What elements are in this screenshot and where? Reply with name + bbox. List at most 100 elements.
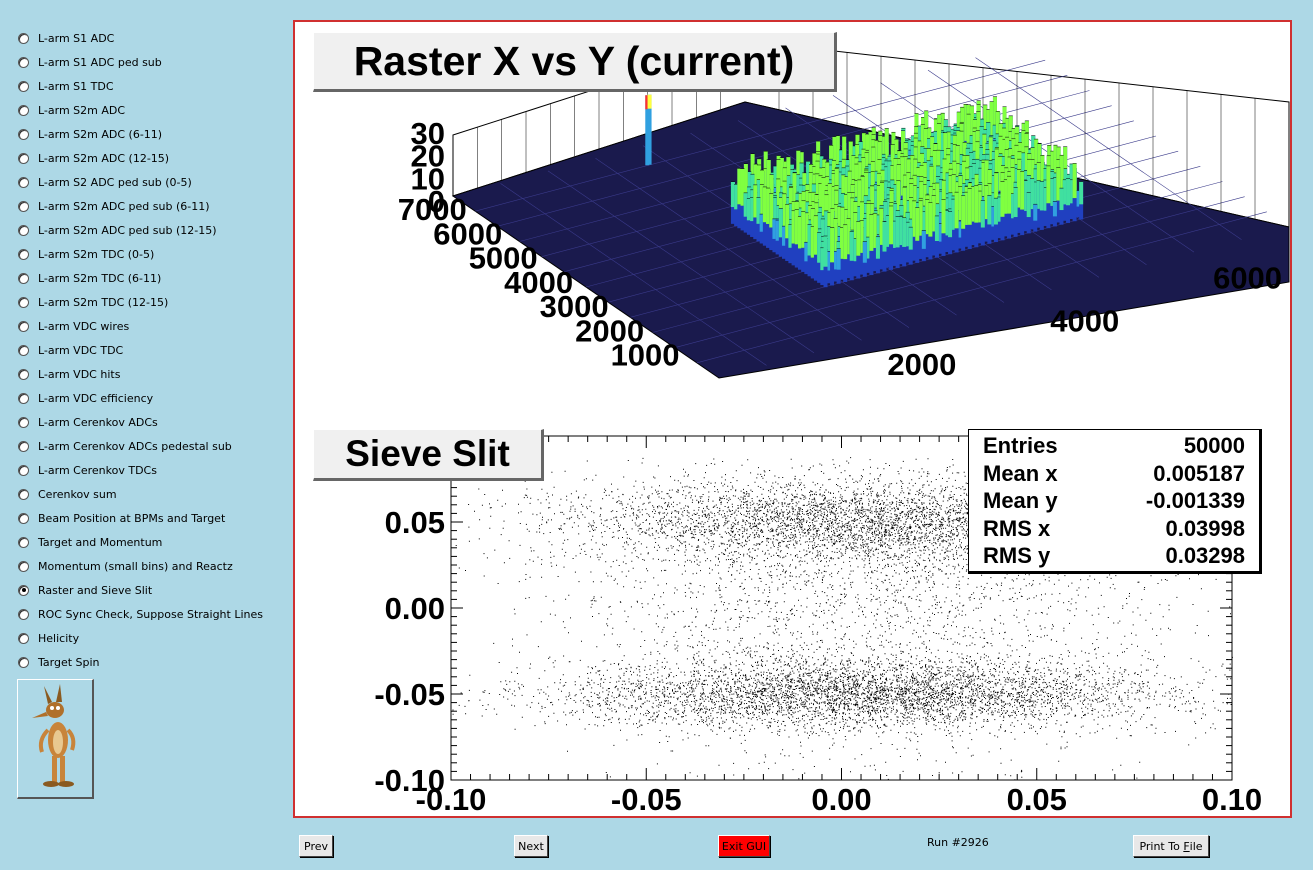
sidebar-item-11[interactable]: L-arm S2m TDC (12-15) (18, 292, 168, 312)
sidebar-item-5[interactable]: L-arm S2m ADC (12-15) (18, 148, 169, 168)
sidebar-item-20[interactable]: Beam Position at BPMs and Target (18, 508, 225, 528)
lego-z-tick: 20 (411, 139, 445, 174)
lego-bar (948, 211, 953, 255)
exit-gui-button[interactable]: Exit GUI (718, 835, 770, 857)
radio-button[interactable] (18, 608, 29, 620)
sidebar-item-25[interactable]: Helicity (18, 628, 79, 648)
lego-x-tick: 6000 (1213, 261, 1282, 296)
lego-z-tick: 0 (428, 184, 445, 219)
radio-button[interactable] (18, 200, 29, 212)
mascot-image[interactable] (17, 679, 94, 799)
lego-bar (1036, 180, 1041, 228)
stats-box[interactable]: Entries 50000 Mean x 0.005187 Mean y -0.00133… (968, 429, 1262, 574)
sidebar-item-22[interactable]: Momentum (small bins) and Reactz (18, 556, 233, 576)
root-canvas[interactable]: 1000 2000 3000 4000 5000 6000 7000 2000 4000 6000… (293, 20, 1292, 818)
radio-button[interactable] (18, 176, 29, 188)
lego-bar (931, 195, 936, 256)
radio-button[interactable] (18, 56, 29, 68)
lego-bar (882, 221, 887, 272)
sidebar-item-14[interactable]: L-arm VDC hits (18, 364, 120, 384)
lego-bar (1030, 178, 1035, 230)
sidebar-item-21[interactable]: Target and Momentum (18, 532, 162, 552)
sidebar-item-19[interactable]: Cerenkov sum (18, 484, 117, 504)
radio-button[interactable] (18, 392, 29, 404)
radio-button[interactable] (18, 656, 29, 668)
sidebar-item-4[interactable]: L-arm S2m ADC (6-11) (18, 124, 162, 144)
sidebar-item-12[interactable]: L-arm VDC wires (18, 316, 129, 336)
sidebar-item-24[interactable]: ROC Sync Check, Suppose Straight Lines (18, 604, 263, 624)
sidebar-item-label: L-arm VDC TDC (38, 343, 124, 357)
radio-button[interactable] (18, 224, 29, 236)
lego-bar-peak (645, 95, 650, 166)
radio-button[interactable] (18, 512, 29, 524)
sidebar-item-8[interactable]: L-arm S2m ADC ped sub (12-15) (18, 220, 217, 240)
sidebar-item-6[interactable]: L-arm S2 ADC ped sub (0-5) (18, 172, 192, 192)
sidebar-item-23[interactable]: Raster and Sieve Slit (18, 580, 152, 600)
lego-bar (879, 207, 884, 270)
lego-bar (974, 185, 979, 248)
sidebar-item-10[interactable]: L-arm S2m TDC (6-11) (18, 268, 161, 288)
lego-bar (1052, 201, 1057, 227)
radio-button[interactable] (18, 248, 29, 260)
radio-button[interactable] (18, 272, 29, 284)
sidebar-item-13[interactable]: L-arm VDC TDC (18, 340, 123, 360)
radio-button[interactable] (18, 632, 29, 644)
next-button[interactable]: Next (514, 835, 548, 857)
lego-bar (961, 195, 966, 251)
stats-row: Mean y -0.001339 (983, 487, 1245, 515)
radio-button[interactable] (18, 296, 29, 308)
radio-button[interactable] (18, 536, 29, 548)
stats-name: RMS x (983, 515, 1051, 541)
lego-bar (737, 168, 742, 229)
lego-bar (895, 216, 900, 269)
sidebar-item-label: Target and Momentum (38, 535, 163, 549)
radio-button[interactable] (18, 368, 29, 380)
sidebar-item-label: L-arm S2m TDC (12-15) (38, 295, 169, 309)
sidebar-item-15[interactable]: L-arm VDC efficiency (18, 388, 153, 408)
lego-bar (730, 181, 735, 224)
radio-button[interactable] (18, 440, 29, 452)
lego-bar (868, 131, 873, 194)
lego-bar (984, 185, 989, 242)
lego-bar (1023, 180, 1028, 232)
radio-button[interactable] (18, 320, 29, 332)
radio-button[interactable] (18, 584, 29, 596)
lego-bar (902, 217, 907, 267)
radio-button[interactable] (18, 80, 29, 92)
radio-button[interactable] (18, 560, 29, 572)
sidebar-item-7[interactable]: L-arm S2m ADC ped sub (6-11) (18, 196, 210, 216)
sidebar-item-0[interactable]: L-arm S1 ADC (18, 28, 114, 48)
stats-row: Entries 50000 (983, 432, 1245, 460)
lego-bar (875, 236, 880, 274)
sidebar-item-26[interactable]: Target Spin (18, 652, 100, 672)
lego-bar (753, 184, 758, 240)
sidebar-item-16[interactable]: L-arm Cerenkov ADCs (18, 412, 158, 432)
sidebar-item-1[interactable]: L-arm S1 ADC ped sub (18, 52, 162, 72)
sidebar-item-3[interactable]: L-arm S2m ADC (18, 100, 125, 120)
lego-bar (1000, 181, 1005, 241)
radio-button[interactable] (18, 32, 29, 44)
sidebar-item-18[interactable]: L-arm Cerenkov TDCs (18, 460, 157, 480)
lego-bar (1020, 171, 1025, 236)
radio-button[interactable] (18, 104, 29, 116)
lego-bar (769, 193, 774, 251)
lego-bar (1059, 187, 1064, 225)
radio-button[interactable] (18, 488, 29, 500)
sidebar-item-9[interactable]: L-arm S2m TDC (0-5) (18, 244, 154, 264)
sidebar-item-label: L-arm VDC efficiency (38, 391, 154, 405)
scatter-axes: -0.10 -0.05 0.00 0.05 0.10 -0.10 -0.05 0.00 0.05 (374, 435, 1262, 816)
sidebar-item-2[interactable]: L-arm S1 TDC (18, 76, 114, 96)
sidebar-item-17[interactable]: L-arm Cerenkov ADCs pedestal sub (18, 436, 232, 456)
sidebar-item-label: L-arm S2m ADC (6-11) (38, 127, 163, 141)
radio-button[interactable] (18, 344, 29, 356)
radio-button[interactable] (18, 152, 29, 164)
lego-bar (856, 221, 861, 279)
prev-button[interactable]: Prev (299, 835, 333, 857)
radio-button[interactable] (18, 128, 29, 140)
lego-bar (1056, 167, 1061, 223)
lego-bar (905, 221, 910, 263)
lego-bar (900, 156, 905, 222)
radio-button[interactable] (18, 416, 29, 428)
radio-button[interactable] (18, 464, 29, 476)
